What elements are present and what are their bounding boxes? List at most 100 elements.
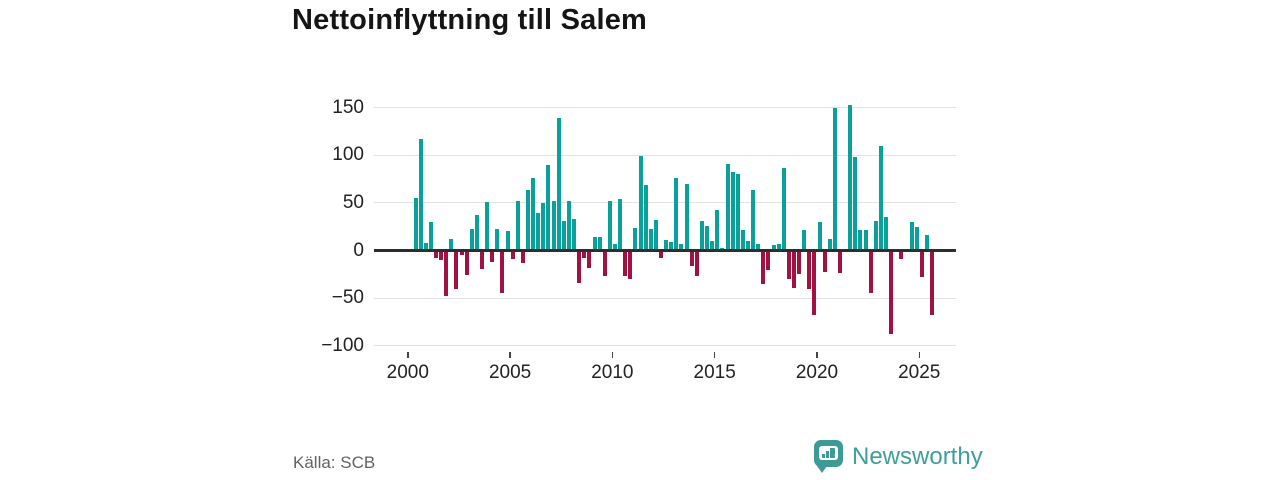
bar-positive bbox=[832, 107, 837, 251]
bar-positive bbox=[653, 219, 658, 251]
bar-negative bbox=[623, 251, 628, 277]
bar-positive bbox=[495, 228, 500, 251]
x-axis-tick bbox=[407, 352, 409, 358]
bar-negative bbox=[490, 251, 495, 262]
x-axis-tick-label: 2020 bbox=[795, 362, 839, 383]
pin-tail bbox=[817, 466, 827, 473]
bar-negative bbox=[761, 251, 766, 284]
y-axis-tick-label: −100 bbox=[321, 334, 364, 356]
bar-positive bbox=[531, 178, 536, 251]
newsworthy-pin-bar-chart-icon bbox=[814, 440, 843, 473]
bar-positive bbox=[597, 237, 602, 251]
bar-positive bbox=[909, 221, 914, 251]
x-axis-tick bbox=[611, 352, 614, 358]
x-axis-tick-label: 2015 bbox=[693, 362, 736, 383]
bar-negative bbox=[520, 251, 525, 263]
y-axis-tick-label: 0 bbox=[353, 239, 364, 261]
bar-negative bbox=[577, 251, 582, 283]
bar-positive bbox=[730, 172, 735, 251]
y-axis-tick-label: 150 bbox=[332, 96, 364, 118]
bar-positive bbox=[924, 235, 929, 251]
bar-positive bbox=[848, 104, 853, 251]
bar-negative bbox=[791, 251, 796, 288]
bar-positive bbox=[469, 228, 474, 251]
bar-positive bbox=[418, 138, 423, 251]
bar-negative bbox=[889, 251, 894, 335]
gridline bbox=[374, 107, 956, 108]
bar-positive bbox=[526, 190, 531, 251]
bar-positive bbox=[817, 221, 822, 251]
bar-positive bbox=[756, 243, 761, 251]
bar-positive bbox=[638, 156, 643, 251]
bar-negative bbox=[464, 251, 469, 276]
bar-negative bbox=[694, 251, 699, 277]
bar-positive bbox=[541, 202, 546, 251]
bar-positive bbox=[474, 215, 479, 251]
bar-positive bbox=[643, 184, 648, 251]
bar-negative bbox=[510, 251, 515, 260]
bar-negative bbox=[930, 251, 935, 316]
bar-negative bbox=[807, 251, 812, 289]
x-axis-tick bbox=[509, 352, 511, 358]
bar-positive bbox=[715, 209, 720, 251]
bar-negative bbox=[899, 251, 904, 260]
bar-negative bbox=[797, 251, 802, 275]
bar-positive bbox=[863, 230, 868, 251]
y-axis-tick-label: 100 bbox=[332, 144, 364, 166]
bar-positive bbox=[515, 200, 520, 251]
bar-negative bbox=[433, 251, 438, 259]
x-axis-tick bbox=[816, 352, 818, 358]
gridline bbox=[374, 345, 956, 347]
bar-positive bbox=[428, 221, 433, 251]
bar-positive bbox=[618, 199, 623, 251]
bar-negative bbox=[919, 251, 924, 278]
bar-positive bbox=[413, 198, 418, 251]
bar-positive bbox=[776, 243, 781, 251]
bar-positive bbox=[710, 240, 715, 251]
bar-positive bbox=[858, 230, 863, 251]
bar-negative bbox=[602, 251, 607, 277]
bar-positive bbox=[725, 163, 730, 251]
bar-negative bbox=[766, 251, 771, 270]
y-axis-tick-label: −50 bbox=[331, 287, 364, 309]
bar-positive bbox=[664, 240, 669, 251]
bar-positive bbox=[699, 220, 704, 251]
mini-bar-chart bbox=[819, 446, 838, 460]
bar-positive bbox=[853, 157, 858, 251]
bar-positive bbox=[556, 117, 561, 251]
bar-positive bbox=[735, 174, 740, 251]
bar-positive bbox=[705, 225, 710, 251]
x-axis-zero-line bbox=[374, 249, 956, 252]
bar-positive bbox=[449, 239, 454, 251]
bar-positive bbox=[607, 200, 612, 251]
bar-negative bbox=[659, 251, 663, 259]
x-axis-tick bbox=[918, 352, 920, 358]
bar-negative bbox=[868, 251, 873, 294]
bar-positive bbox=[827, 239, 832, 251]
x-axis-tick bbox=[713, 352, 716, 358]
gridline bbox=[374, 297, 956, 299]
x-axis-tick-label: 2010 bbox=[591, 362, 634, 383]
bar-positive bbox=[551, 200, 556, 251]
x-axis-tick-label: 2000 bbox=[386, 362, 429, 383]
bar-negative bbox=[838, 251, 843, 274]
bar-positive bbox=[648, 228, 653, 251]
bar-negative bbox=[689, 251, 694, 266]
bar-positive bbox=[771, 244, 776, 251]
bar-positive bbox=[878, 145, 883, 251]
bar-positive bbox=[485, 201, 490, 251]
bar-negative bbox=[812, 251, 817, 316]
bar-positive bbox=[561, 220, 566, 251]
bar-positive bbox=[423, 242, 428, 251]
bar-negative bbox=[582, 251, 587, 259]
bar-positive bbox=[669, 241, 674, 251]
bar-positive bbox=[572, 219, 577, 251]
bar-positive bbox=[633, 227, 638, 251]
bar-negative bbox=[822, 251, 827, 273]
x-axis-tick-label: 2025 bbox=[898, 362, 941, 383]
bar-positive bbox=[592, 237, 597, 251]
gridline bbox=[374, 202, 956, 204]
bar-negative bbox=[786, 251, 791, 280]
y-axis-tick-label: 50 bbox=[342, 191, 364, 213]
